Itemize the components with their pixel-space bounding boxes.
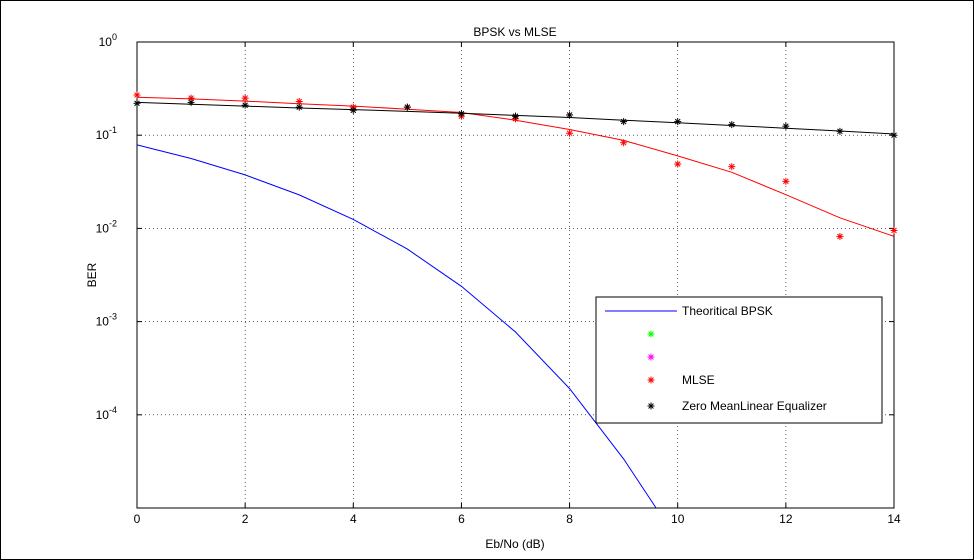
data-point-series-3	[728, 163, 736, 171]
data-point-series-4	[620, 118, 628, 126]
y-axis-label: BER	[85, 262, 99, 287]
legend-marker-swatch	[647, 402, 655, 410]
data-point-series-4	[566, 111, 574, 119]
legend: Theoritical BPSK MLSE Zero MeanLinear Equa…	[595, 296, 883, 424]
chart-title: BPSK vs MLSE	[473, 25, 556, 39]
axis-ticks: 0 2 4 6 8 10 12 14 100 10-1 10-2 10-3 10-4	[96, 32, 901, 526]
legend-label: MLSE	[682, 373, 715, 387]
legend-label: Zero MeanLinear Equalizer	[682, 399, 827, 413]
grid	[137, 42, 894, 508]
data-point-series-3	[133, 91, 141, 99]
y-tick-label: 100	[99, 32, 117, 49]
data-point-series-4	[782, 122, 790, 130]
data-point-series-3	[620, 139, 628, 147]
data-point-series-4	[674, 118, 682, 126]
series-layer	[133, 91, 898, 509]
data-point-series-4	[133, 99, 141, 107]
legend-marker-swatch	[647, 330, 655, 338]
x-tick-label: 12	[779, 512, 793, 526]
x-tick-label: 2	[242, 512, 249, 526]
data-point-series-4	[295, 103, 303, 111]
data-point-series-3	[782, 177, 790, 185]
y-tick-label: 10-4	[96, 405, 117, 422]
x-tick-label: 8	[566, 512, 573, 526]
data-point-series-3	[187, 94, 195, 102]
data-point-series-3	[241, 94, 249, 102]
data-point-series-3	[566, 129, 574, 137]
x-tick-label: 10	[671, 512, 685, 526]
data-point-series-3	[674, 160, 682, 168]
data-point-series-4	[728, 121, 736, 129]
data-point-series-4	[836, 127, 844, 135]
series-line-theoritical-bpsk	[136, 144, 657, 509]
plot-area	[136, 41, 895, 509]
data-point-series-4	[241, 101, 249, 109]
x-tick-label: 6	[458, 512, 465, 526]
x-tick-label: 4	[350, 512, 357, 526]
y-tick-label: 10-3	[96, 312, 117, 329]
data-point-series-4	[403, 103, 411, 111]
legend-box	[595, 296, 883, 424]
legend-marker-swatch	[647, 376, 655, 384]
data-point-series-3	[890, 226, 898, 234]
data-point-series-4	[512, 112, 519, 120]
y-tick-label: 10-2	[96, 218, 117, 235]
x-axis-label: Eb/No (dB)	[485, 537, 544, 551]
legend-marker-swatch	[647, 353, 655, 361]
data-point-series-4	[890, 131, 898, 139]
y-tick-label: 10-1	[96, 125, 117, 142]
data-point-series-4	[349, 106, 357, 114]
legend-label: Theoritical BPSK	[682, 304, 773, 318]
data-point-series-3	[836, 232, 844, 240]
x-tick-label: 14	[887, 512, 901, 526]
data-point-series-4	[187, 98, 195, 106]
x-tick-label: 0	[134, 512, 141, 526]
data-point-series-4	[457, 110, 465, 118]
